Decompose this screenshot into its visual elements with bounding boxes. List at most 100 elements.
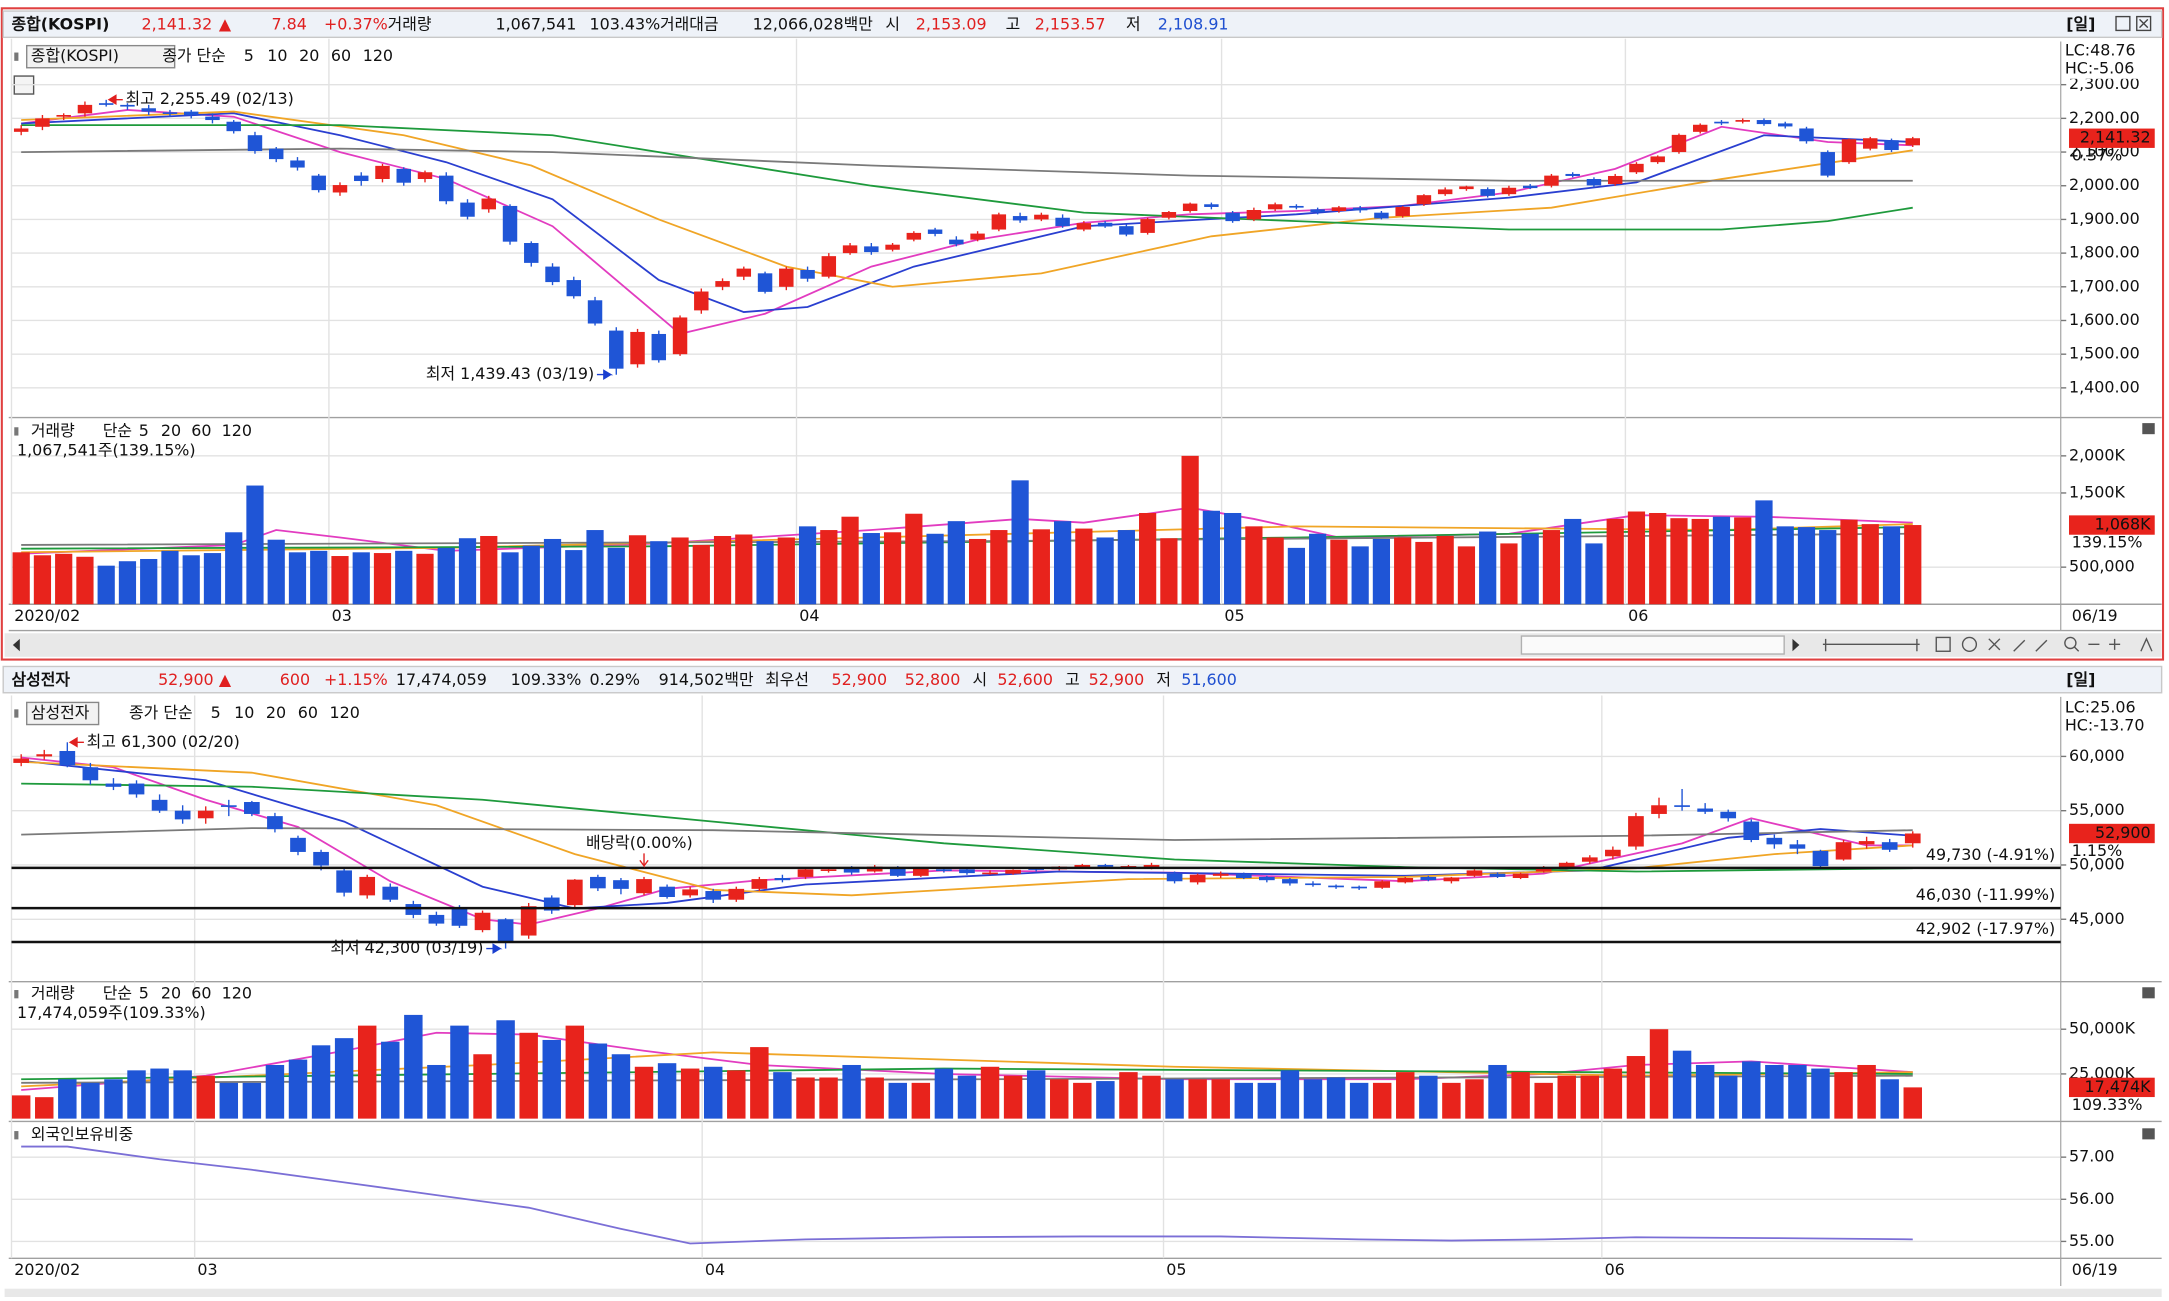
candle-body <box>497 919 514 942</box>
volume-bar <box>1349 1082 1369 1119</box>
volume-bar <box>1117 530 1135 605</box>
volume-bar <box>1075 528 1093 605</box>
candle-body <box>502 205 518 242</box>
scrollbar[interactable] <box>4 633 2162 657</box>
candle-body <box>247 135 263 152</box>
candle-body <box>630 331 645 365</box>
scrollbar[interactable] <box>4 1288 2162 1297</box>
candle-body <box>797 869 814 877</box>
volume-bar <box>1564 518 1582 605</box>
legend-marker <box>14 990 19 999</box>
candle-body <box>1143 864 1160 869</box>
y-tick-label: 50,000K <box>2069 1019 2136 1038</box>
legend-entry: 20 <box>266 703 286 722</box>
volume-bar <box>76 556 94 605</box>
scroll-thumb[interactable] <box>1520 635 1785 655</box>
candle-body <box>1416 195 1432 205</box>
candle-body <box>151 799 168 811</box>
candle-body <box>128 783 145 795</box>
legend-entry: 5 <box>139 421 149 440</box>
candle-body <box>1259 876 1275 881</box>
candle-body <box>1720 811 1737 819</box>
candle-body <box>382 886 399 900</box>
volume-bar <box>883 532 902 605</box>
volume-bar <box>33 555 52 605</box>
annotation-arrow <box>639 853 649 868</box>
volume-bar <box>288 552 307 605</box>
rate: +0.37% <box>324 14 388 33</box>
toolbar[interactable] <box>1822 636 2153 652</box>
volume-bar <box>1287 547 1306 605</box>
candle-body <box>1212 873 1229 876</box>
candle-body <box>779 268 794 287</box>
label: 거래대금 <box>660 14 718 33</box>
y-tick-label: 57.00 <box>2069 1147 2115 1166</box>
volume-bar <box>735 534 753 605</box>
candle-body <box>728 888 745 900</box>
candle-body <box>1140 219 1155 233</box>
candle-body <box>1501 187 1517 195</box>
candle-body <box>141 108 156 112</box>
volume-bar <box>140 558 158 605</box>
scroll-left[interactable] <box>12 638 20 652</box>
scroll-right[interactable] <box>1792 638 1800 652</box>
volume-bar <box>926 533 944 605</box>
last-tag <box>2069 128 2155 148</box>
candle-body <box>1629 163 1644 173</box>
candle-body <box>1395 206 1410 217</box>
candle-body <box>1331 207 1347 212</box>
volume-bar <box>756 541 774 605</box>
candle-body <box>1305 883 1321 886</box>
y-tick-label: 1,400.00 <box>2069 377 2140 396</box>
volume-current: 17,474,059주(109.33%) <box>17 1003 206 1022</box>
volume-bar <box>1542 530 1561 605</box>
volume-bar <box>947 521 965 605</box>
ma-line <box>21 147 1913 182</box>
x-end-label: 06/19 <box>2072 606 2118 625</box>
panel-button[interactable] <box>2142 423 2155 435</box>
volume-bar <box>395 550 413 605</box>
volume-bar <box>1026 1070 1046 1119</box>
candle-body <box>1076 223 1092 230</box>
volume-bar <box>1139 512 1157 605</box>
candle-body <box>1605 849 1621 857</box>
volume-bar <box>565 550 583 605</box>
volume: 1,067,541 <box>495 14 576 33</box>
volume-bar <box>727 1070 746 1119</box>
candle-body <box>1097 222 1113 227</box>
annotation-arrow <box>68 736 84 748</box>
volume-bar <box>267 539 285 605</box>
candle-body <box>1884 140 1899 151</box>
volume-bar <box>416 553 434 605</box>
period[interactable]: [일] <box>2066 14 2095 33</box>
x-tick-label: 03 <box>197 1260 217 1279</box>
candle-body <box>1905 138 1920 146</box>
volume-bar <box>1165 1079 1184 1119</box>
volume-bar <box>1649 1029 1669 1119</box>
panel-button[interactable] <box>2142 987 2155 999</box>
candle-body <box>35 118 50 127</box>
volume-bar <box>1734 517 1752 605</box>
candle-body <box>820 869 837 871</box>
candle-body <box>82 767 99 781</box>
candle-body <box>843 868 860 873</box>
candle-body <box>359 876 376 896</box>
symbol-name: 종합(KOSPI) <box>12 14 110 33</box>
candle-body <box>906 232 922 240</box>
candle-body <box>982 872 998 875</box>
panel-button[interactable] <box>2142 1128 2155 1140</box>
candle-body <box>1799 128 1814 142</box>
volume-bar <box>990 530 1008 605</box>
x-tick-label: 06 <box>1605 1260 1625 1279</box>
volume-bar <box>519 1032 538 1119</box>
volume-bar <box>182 555 200 605</box>
candle-body <box>613 880 629 889</box>
period[interactable]: [일] <box>2066 670 2095 689</box>
ma-line <box>21 110 1913 288</box>
volume-bar <box>1245 526 1263 605</box>
candle-body <box>98 103 114 105</box>
candle-body <box>659 886 675 898</box>
candle-body <box>864 246 879 253</box>
candle-body <box>1420 876 1437 881</box>
kospi-bar: 종합(KOSPI) 2,141.32 ▲ 7.84 +0.37% 거래량 1,0… <box>12 14 2096 33</box>
